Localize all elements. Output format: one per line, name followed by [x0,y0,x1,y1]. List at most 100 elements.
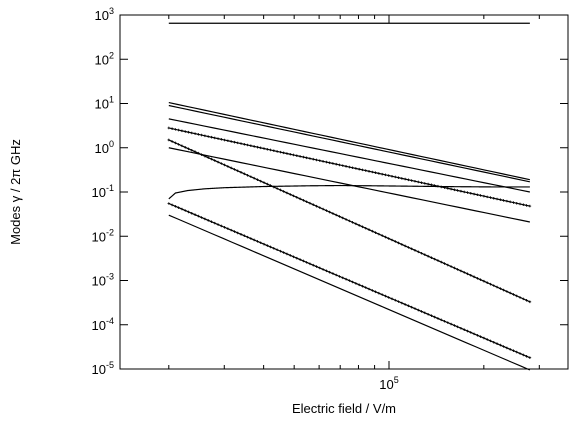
series-marker [364,286,368,289]
series-marker [292,255,295,259]
series-marker [236,169,240,173]
series-marker [331,212,335,215]
series-marker [459,189,463,193]
series-marker [246,235,249,239]
y-axis-label: Modes γ / 2π GHz [8,139,23,245]
series-marker [233,230,236,233]
series-marker [453,324,456,327]
series-marker [364,169,368,172]
series-marker [315,265,318,268]
series-marker [341,216,345,220]
series-marker [200,216,203,219]
series-marker [433,257,436,261]
series-marker [354,222,358,226]
series-marker [525,355,528,358]
series-marker [453,188,456,192]
series-marker [436,317,440,320]
series-marker [308,157,312,160]
series-marker [367,287,371,291]
series-marker [256,178,259,181]
series-marker [249,144,253,148]
series-marker [265,244,269,247]
series-marker [423,311,427,315]
series-marker [354,167,358,170]
series-marker [216,137,220,140]
series-marker [508,347,512,351]
series-marker [321,268,325,271]
series-marker [242,172,246,176]
series-marker [344,218,348,221]
y-tick-label: 101 [95,95,114,112]
series-marker [462,328,466,331]
series-marker [249,175,253,179]
series-marker [292,153,295,157]
series-marker [528,204,532,208]
series-marker [466,329,469,333]
series-marker [170,140,174,143]
series-marker [456,189,459,192]
series-marker [190,131,194,135]
series-marker [407,178,410,182]
series-marker [226,227,230,231]
series-marker [446,263,450,267]
series-marker [252,176,256,180]
series-marker [259,179,263,183]
series-marker [252,145,256,148]
series-marker [426,182,430,186]
series-marker [213,159,217,162]
series-marker [384,294,387,298]
series-marker [288,193,292,196]
series-marker [469,274,473,277]
series-marker [407,246,410,249]
series-marker [318,266,322,270]
series-marker [387,237,391,240]
series-marker [387,174,391,177]
series-marker [462,271,466,274]
series-marker [482,336,486,340]
series-marker [492,340,496,344]
plot-frame [119,14,569,370]
series-marker [344,277,348,281]
series-marker [397,176,400,179]
series-marker [193,150,197,154]
series-marker [331,272,335,275]
series-marker [351,221,354,224]
series-marker [485,338,489,341]
series-marker [492,196,496,200]
series-marker [213,221,217,225]
series-marker [223,226,226,229]
series-line [168,104,530,183]
series-marker [206,156,210,159]
series-marker [210,220,213,224]
series-marker [423,253,427,257]
series-marker [256,240,259,243]
series-marker [397,241,400,245]
series-marker [446,187,450,190]
series-marker [275,187,279,190]
series-marker [177,128,180,132]
series-marker [341,276,345,280]
series-marker [357,223,361,227]
series-marker [325,209,328,212]
series-marker [229,228,233,232]
series-marker [285,152,289,155]
series-marker [213,136,217,140]
series-marker [265,182,269,186]
y-tick-label: 100 [95,139,114,156]
series-marker [354,282,358,285]
series-marker [361,284,364,288]
series-line [168,147,530,223]
series-marker [242,143,246,146]
series-marker [420,181,423,184]
series-marker [502,288,505,292]
series-marker [423,182,427,185]
series-marker [413,179,417,183]
series-marker [499,198,502,202]
series-marker [308,262,312,266]
series-marker [446,321,450,324]
series-marker [285,191,289,195]
series-marker [302,198,305,202]
series-marker [371,229,374,233]
series-marker [239,171,243,174]
series-marker [525,299,528,302]
